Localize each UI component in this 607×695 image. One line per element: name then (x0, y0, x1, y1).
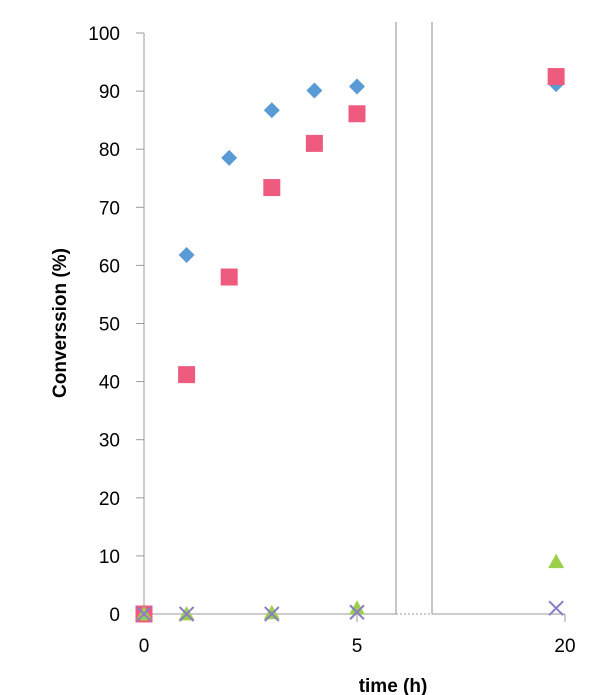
square-marker (348, 105, 366, 123)
x-marker (136, 606, 152, 622)
y-tick-label: 50 (99, 315, 120, 336)
x-tick-label: 20 (554, 636, 575, 657)
square-marker (305, 134, 323, 152)
y-tick-label: 40 (99, 373, 120, 394)
square-marker (263, 179, 281, 197)
y-tick-label: 30 (99, 431, 120, 452)
x-marker (178, 606, 195, 622)
y-tick-label: 0 (109, 605, 120, 626)
data-marks (135, 68, 565, 623)
y-tick-label: 20 (99, 489, 120, 510)
diamond-marker (178, 246, 195, 263)
diamond-marker (306, 82, 323, 99)
x-tick-label: 5 (352, 636, 363, 657)
diamond-marker (263, 102, 280, 119)
y-tick-label: 100 (88, 24, 120, 45)
x-axis-title: time (h) (359, 676, 428, 695)
square-marker (547, 68, 565, 86)
y-tick-label: 90 (99, 82, 120, 103)
y-tick-label: 10 (99, 547, 120, 568)
triangle-marker (548, 553, 565, 569)
triangle-marker (263, 604, 280, 620)
y-tick-labels: 0 10 20 30 40 50 60 70 80 90 100 (88, 24, 120, 626)
square-marker (220, 268, 238, 286)
diamond-marker (349, 78, 365, 95)
x-tick-labels: 0 5 20 (139, 636, 576, 657)
x-marker (548, 600, 564, 616)
diamond-marker (221, 149, 238, 166)
x-tick-label: 0 (139, 636, 150, 657)
y-tick-label: 60 (99, 256, 120, 277)
y-axis-title: Converssion (%) (50, 248, 71, 398)
y-tick-label: 80 (99, 140, 120, 161)
triangle-marker (349, 600, 365, 615)
x-marker (349, 604, 365, 620)
y-tick-label: 70 (99, 198, 120, 219)
square-marker (178, 366, 196, 384)
x-marker (264, 606, 280, 622)
